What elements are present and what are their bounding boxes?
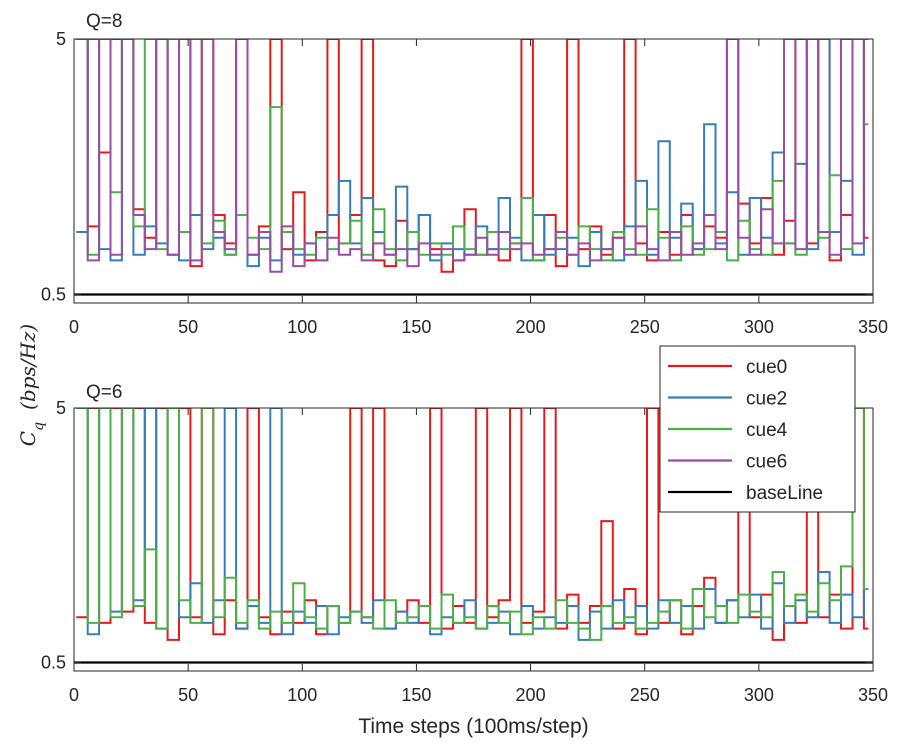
legend-label-cue2: cue2 [746, 389, 787, 410]
x-tick-label: 300 [744, 317, 774, 337]
x-tick-label: 150 [401, 317, 431, 337]
x-tick-label: 150 [401, 685, 431, 705]
y-tick-label: 5 [56, 398, 66, 418]
x-tick-label: 200 [516, 317, 546, 337]
legend-label-cue4: cue4 [746, 420, 788, 441]
series-line-cue6 [76, 39, 869, 273]
legend-label-cue6: cue6 [746, 452, 787, 473]
panel-bottom: 0 50 100 150 200 250 300 350 0.5 5 Q=6 Time steps (… [41, 382, 888, 738]
x-tick-label: 50 [178, 685, 198, 705]
series-line-cue4 [76, 408, 869, 641]
x-tick-label: 50 [178, 317, 198, 337]
x-axis-label: Time steps (100ms/step) [358, 715, 588, 738]
y-tick-label: 5 [56, 29, 66, 49]
y-axis-label: Cq(bps/Hz) [16, 324, 47, 446]
x-tick-label: 0 [69, 317, 79, 337]
legend[interactable]: cue0 cue2 cue4 cue6 baseLine [659, 345, 856, 513]
shared-labels: Cq(bps/Hz) [16, 324, 47, 446]
x-tick-label: 250 [630, 685, 660, 705]
x-tick-label: 0 [69, 685, 79, 705]
y-tick-label: 0.5 [41, 653, 66, 673]
x-tick-label: 250 [630, 317, 660, 337]
legend-label-cue0: cue0 [746, 357, 787, 378]
panel-top: 0 50 100 150 200 250 300 350 0.5 5 Q=8 [41, 11, 888, 337]
x-tick-label: 300 [744, 685, 774, 705]
x-tick-label: 100 [287, 317, 317, 337]
x-tick-label: 350 [858, 685, 888, 705]
x-tick-label: 100 [287, 685, 317, 705]
axes-box [73, 38, 874, 304]
x-tick-label: 350 [858, 317, 888, 337]
y-tick-label: 0.5 [41, 284, 66, 304]
plot-area [74, 408, 873, 664]
plot-area [74, 39, 873, 296]
x-tick-label: 200 [516, 685, 546, 705]
series-line-cue4 [76, 39, 869, 262]
panel-title: Q=8 [86, 11, 122, 32]
axes-box [73, 407, 874, 672]
panel-title: Q=6 [86, 382, 122, 403]
legend-label-baseLine: baseLine [746, 483, 823, 504]
